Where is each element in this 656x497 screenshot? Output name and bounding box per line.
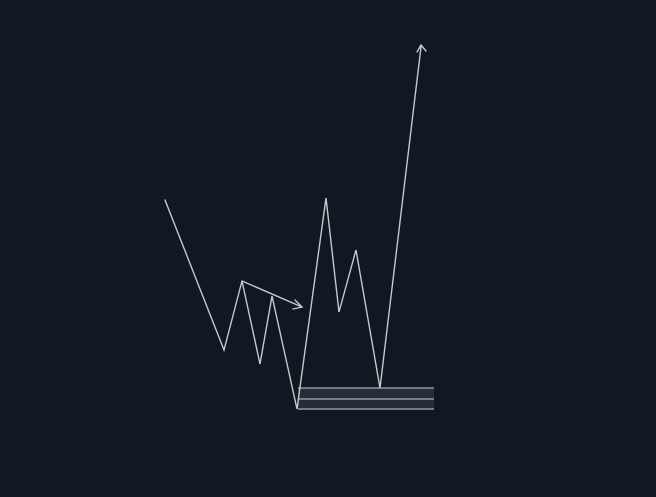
trendline-arrow: [241, 280, 303, 308]
price-path-line: [164, 46, 422, 410]
trendline-arrowhead-icon: [292, 299, 304, 310]
support-zone: [298, 387, 434, 410]
breakout-arrowhead-icon: [416, 43, 427, 53]
